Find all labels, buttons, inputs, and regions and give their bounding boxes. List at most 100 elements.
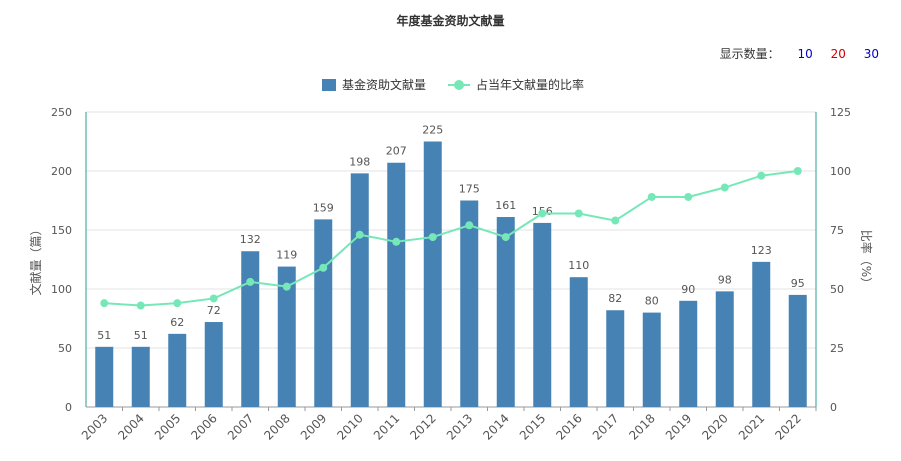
display-count-option-20[interactable]: 20 [830, 47, 846, 61]
legend-item-line[interactable]: 占当年文献量的比率 [448, 76, 584, 93]
legend-line-swatch [448, 79, 471, 91]
bar [460, 200, 479, 407]
bar [569, 277, 588, 407]
x-tick-label: 2020 [699, 411, 730, 442]
x-tick-label: 2022 [772, 411, 803, 442]
x-tick-label: 2019 [663, 411, 694, 442]
legend-line-label: 占当年文献量的比率 [476, 78, 585, 92]
x-tick-label: 2009 [298, 411, 329, 442]
bar-data-label: 110 [568, 259, 589, 272]
x-tick-label: 2007 [225, 411, 256, 442]
ratio-point [574, 209, 583, 218]
bar-data-label: 82 [608, 292, 622, 305]
bar [95, 346, 114, 407]
display-count-selector: 显示数量： 10 20 30 [720, 45, 879, 62]
bar-data-label: 161 [495, 199, 516, 212]
x-tick-label: 2012 [407, 411, 438, 442]
ratio-point [501, 233, 510, 242]
display-count-option-10[interactable]: 10 [797, 47, 813, 61]
bar [423, 141, 442, 407]
bar-data-label: 51 [97, 329, 111, 342]
y-left-tick-label: 150 [51, 224, 72, 237]
bar [496, 217, 515, 407]
ratio-point [209, 294, 218, 303]
x-tick-label: 2017 [590, 411, 621, 442]
bar [642, 312, 661, 407]
y-left-tick-label: 0 [65, 401, 72, 414]
bar [314, 219, 333, 407]
ratio-point [282, 282, 291, 291]
bar [168, 333, 187, 407]
x-tick-label: 2021 [736, 411, 767, 442]
bar [715, 291, 734, 407]
bar [533, 222, 552, 407]
bar-data-label: 51 [134, 329, 148, 342]
bar-data-label: 98 [718, 273, 732, 286]
display-count-option-30[interactable]: 30 [863, 47, 879, 61]
y-right-tick-label: 100 [830, 165, 851, 178]
ratio-point [319, 263, 328, 272]
y-left-tick-label: 200 [51, 165, 72, 178]
ratio-point [246, 277, 255, 286]
ratio-point [793, 167, 802, 175]
bar [788, 294, 807, 407]
x-tick-label: 2016 [553, 411, 584, 442]
x-tick-label: 2008 [261, 411, 292, 442]
bar [679, 300, 698, 407]
y-right-tick-label: 125 [830, 106, 851, 119]
bar-data-label: 207 [386, 145, 407, 158]
x-tick-label: 2014 [480, 411, 511, 442]
x-tick-label: 2004 [115, 411, 146, 442]
ratio-point [173, 299, 182, 308]
y-left-tick-label: 50 [58, 342, 72, 355]
bar-data-label: 72 [207, 304, 221, 317]
bar [277, 266, 296, 407]
x-tick-label: 2013 [444, 411, 475, 442]
legend-item-bar[interactable]: 基金资助文献量 [322, 76, 426, 93]
ratio-point [100, 299, 109, 308]
legend-bar-label: 基金资助文献量 [342, 78, 427, 92]
ratio-line [104, 170, 798, 307]
chart-title: 年度基金资助文献量 [396, 14, 505, 28]
legend-bar-swatch [322, 78, 336, 91]
ratio-point [538, 209, 547, 218]
x-tick-label: 2010 [334, 411, 365, 442]
ratio-point [136, 301, 145, 310]
x-tick-label: 2003 [79, 411, 110, 442]
bar [131, 346, 150, 407]
bar-data-label: 80 [645, 295, 659, 308]
x-tick-label: 2011 [371, 411, 402, 442]
bar [387, 162, 406, 407]
ratio-point [684, 192, 693, 201]
display-count-label: 显示数量： [719, 47, 780, 61]
ratio-point [611, 216, 620, 225]
ratio-point [720, 183, 729, 192]
bar-data-label: 132 [240, 233, 261, 246]
ratio-point [428, 233, 437, 242]
y-right-tick-label: 50 [830, 283, 844, 296]
ratio-point [647, 192, 656, 201]
bar-data-label: 62 [170, 316, 184, 329]
bar-data-label: 119 [276, 249, 297, 262]
y-right-tick-label: 0 [830, 401, 837, 414]
x-tick-label: 2006 [188, 411, 219, 442]
x-tick-label: 2018 [626, 411, 657, 442]
bar-data-label: 95 [791, 277, 805, 290]
bar-data-label: 225 [422, 124, 443, 137]
x-tick-label: 2005 [152, 411, 183, 442]
ratio-point [465, 221, 474, 230]
bar-data-label: 198 [349, 155, 370, 168]
ratio-point [392, 237, 401, 246]
bar-data-label: 159 [313, 201, 334, 214]
bar [241, 251, 260, 407]
y-right-tick-label: 25 [830, 342, 844, 355]
bar-data-label: 175 [459, 183, 480, 196]
bar-data-label: 123 [751, 244, 772, 257]
bar [350, 173, 369, 407]
x-tick-label: 2015 [517, 411, 548, 442]
ratio-point [757, 171, 766, 180]
y-left-tick-label: 250 [51, 106, 72, 119]
y-right-tick-label: 75 [830, 224, 844, 237]
bar [606, 310, 625, 407]
